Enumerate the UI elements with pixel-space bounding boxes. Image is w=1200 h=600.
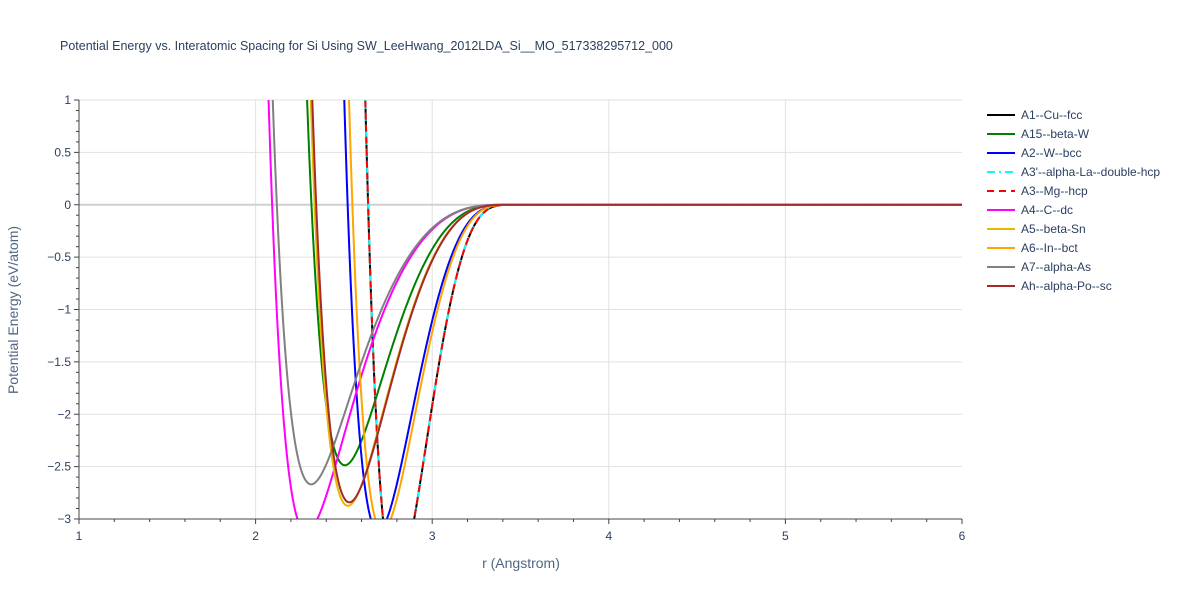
x-tick-label: 3 (429, 529, 436, 543)
legend-label: A6--In--bct (1021, 241, 1078, 255)
y-axis-title: Potential Energy (eV/atom) (5, 226, 21, 394)
series-line-6 (309, 100, 962, 507)
x-tick-label: 6 (959, 529, 966, 543)
series-line-8 (271, 100, 962, 486)
y-tick-label: −1.5 (47, 355, 71, 369)
series-line-1 (306, 100, 962, 467)
legend-label: A3'--alpha-La--double-hcp (1021, 165, 1160, 179)
y-tick-label: −3 (57, 512, 71, 526)
y-tick-label: −2.5 (47, 460, 71, 474)
series-line-7 (348, 100, 962, 519)
y-tick-label: −2 (57, 407, 71, 421)
y-tick-label: −1 (57, 303, 71, 317)
legend-label: A3--Mg--hcp (1021, 184, 1088, 198)
axes (74, 99, 963, 524)
legend-label: A5--beta-Sn (1021, 222, 1086, 236)
legend-label: A1--Cu--fcc (1021, 108, 1082, 122)
y-tick-label: 0.5 (54, 145, 71, 159)
legend: A1--Cu--fcc A15--beta-W A2--W--bcc A3'--alp… (987, 108, 1160, 293)
series-line-9 (311, 100, 962, 504)
series-line-5 (267, 100, 962, 519)
series-line-0 (364, 100, 962, 519)
x-tick-label: 4 (605, 529, 612, 543)
legend-label: A2--W--bcc (1021, 146, 1081, 160)
x-tick-label: 1 (76, 529, 83, 543)
y-tick-label: 0 (64, 198, 71, 212)
legend-label: A7--alpha-As (1021, 260, 1091, 274)
legend-label: A4--C--dc (1021, 203, 1073, 217)
x-tick-label: 5 (782, 529, 789, 543)
series-line-4 (364, 100, 962, 519)
legend-label: A15--beta-W (1021, 127, 1090, 141)
x-tick-label: 2 (252, 529, 259, 543)
series-line-3 (364, 100, 962, 519)
tick-labels: 1 2 3 4 5 6 1 0.5 0 −0.5 −1 −1.5 −2 −2.5 −3 (47, 93, 965, 543)
grid-lines (79, 99, 962, 519)
legend-label: Ah--alpha-Po--sc (1021, 279, 1112, 293)
x-axis-title: r (Angstrom) (482, 555, 560, 571)
series-lines (267, 100, 962, 519)
series-line-2 (343, 100, 962, 519)
chart-title: Potential Energy vs. Interatomic Spacing… (60, 39, 673, 53)
y-tick-label: −0.5 (47, 250, 71, 264)
y-tick-label: 1 (64, 93, 71, 107)
